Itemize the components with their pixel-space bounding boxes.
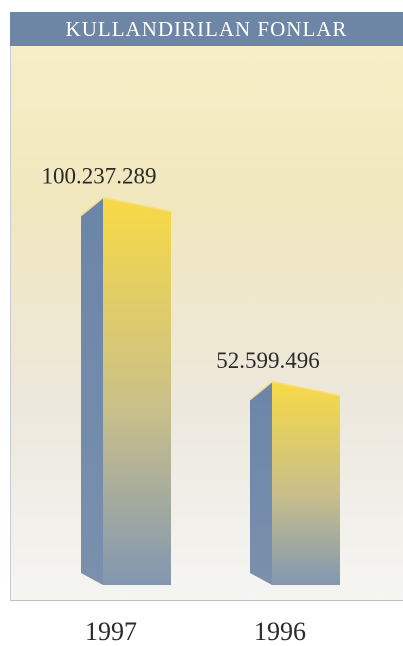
bar-front-face: [272, 381, 340, 585]
bar-side-face: [250, 381, 272, 585]
category-label: 1997: [85, 617, 137, 646]
value-label: 52.599.496: [216, 348, 320, 373]
bar-top-edge: [80, 196, 172, 217]
bar-top-edge: [249, 380, 341, 401]
bar-side-face: [81, 197, 103, 586]
bar-1996: [249, 380, 341, 585]
chart-title-banner: KULLANDIRILAN FONLAR: [10, 12, 403, 46]
bar-1997: [80, 196, 172, 586]
chart-title: KULLANDIRILAN FONLAR: [65, 16, 348, 41]
bar-front-face: [103, 197, 171, 586]
labels-layer: 100.237.289 1997 52.599.496 1996: [42, 164, 320, 646]
bars-layer: [80, 196, 341, 586]
category-label: 1996: [254, 617, 306, 646]
value-label: 100.237.289: [42, 164, 157, 189]
